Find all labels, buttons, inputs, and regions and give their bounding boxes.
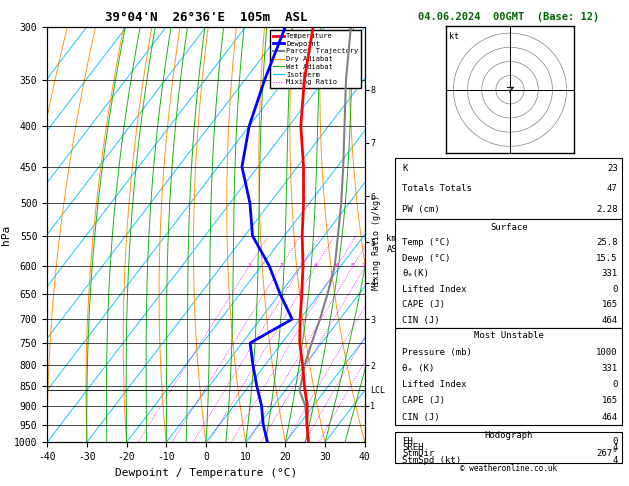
Text: 2.28: 2.28	[596, 205, 618, 214]
Text: Pressure (mb): Pressure (mb)	[403, 347, 472, 357]
Text: 2: 2	[279, 263, 283, 268]
Text: Most Unstable: Most Unstable	[474, 331, 544, 340]
Text: Surface: Surface	[490, 223, 528, 232]
Title: 39°04'N  26°36'E  105m  ASL: 39°04'N 26°36'E 105m ASL	[105, 11, 307, 24]
Text: 23: 23	[607, 164, 618, 173]
Text: Temp (°C): Temp (°C)	[403, 238, 451, 247]
Text: 464: 464	[601, 315, 618, 325]
Text: 0: 0	[612, 380, 618, 389]
Legend: Temperature, Dewpoint, Parcel Trajectory, Dry Adiabat, Wet Adiabat, Isotherm, Mi: Temperature, Dewpoint, Parcel Trajectory…	[270, 30, 361, 88]
Text: CAPE (J): CAPE (J)	[403, 300, 445, 309]
Y-axis label: hPa: hPa	[1, 225, 11, 244]
Text: 267°: 267°	[596, 450, 618, 458]
Text: 0: 0	[612, 437, 618, 446]
Text: 4: 4	[612, 455, 618, 465]
Text: 4: 4	[314, 263, 318, 268]
Text: 3: 3	[299, 263, 303, 268]
Text: K: K	[403, 164, 408, 173]
Bar	[396, 328, 622, 425]
Text: EH: EH	[403, 437, 413, 446]
Text: 331: 331	[601, 364, 618, 373]
Text: Hodograph: Hodograph	[485, 431, 533, 440]
Text: 165: 165	[601, 397, 618, 405]
Text: StmSpd (kt): StmSpd (kt)	[403, 455, 462, 465]
Text: 464: 464	[601, 413, 618, 422]
Text: 47: 47	[607, 184, 618, 193]
Text: 8: 8	[351, 263, 355, 268]
Text: 10: 10	[362, 263, 369, 268]
Text: 1: 1	[247, 263, 251, 268]
Text: Dewp (°C): Dewp (°C)	[403, 254, 451, 262]
Text: 1000: 1000	[596, 347, 618, 357]
Text: Totals Totals: Totals Totals	[403, 184, 472, 193]
Text: CIN (J): CIN (J)	[403, 413, 440, 422]
Text: θₑ(K): θₑ(K)	[403, 269, 429, 278]
Text: Lifted Index: Lifted Index	[403, 285, 467, 294]
Text: 331: 331	[601, 269, 618, 278]
Text: CIN (J): CIN (J)	[403, 315, 440, 325]
Text: SREH: SREH	[403, 443, 424, 452]
Text: Lifted Index: Lifted Index	[403, 380, 467, 389]
Bar	[396, 158, 622, 219]
Text: Mixing Ratio (g/kg): Mixing Ratio (g/kg)	[372, 195, 381, 291]
Bar	[396, 219, 622, 328]
Text: PW (cm): PW (cm)	[403, 205, 440, 214]
Text: 6: 6	[335, 263, 339, 268]
Text: 15.5: 15.5	[596, 254, 618, 262]
Y-axis label: km
ASL: km ASL	[386, 235, 403, 254]
Text: StmDir: StmDir	[403, 450, 435, 458]
Text: © weatheronline.co.uk: © weatheronline.co.uk	[460, 464, 557, 473]
Text: 4: 4	[612, 443, 618, 452]
Text: 04.06.2024  00GMT  (Base: 12): 04.06.2024 00GMT (Base: 12)	[418, 12, 599, 22]
Text: CAPE (J): CAPE (J)	[403, 397, 445, 405]
Text: θₑ (K): θₑ (K)	[403, 364, 435, 373]
Text: 165: 165	[601, 300, 618, 309]
Text: 0: 0	[612, 285, 618, 294]
Bar	[396, 433, 622, 463]
X-axis label: Dewpoint / Temperature (°C): Dewpoint / Temperature (°C)	[115, 468, 297, 478]
Text: 25.8: 25.8	[596, 238, 618, 247]
Text: LCL: LCL	[370, 386, 386, 395]
